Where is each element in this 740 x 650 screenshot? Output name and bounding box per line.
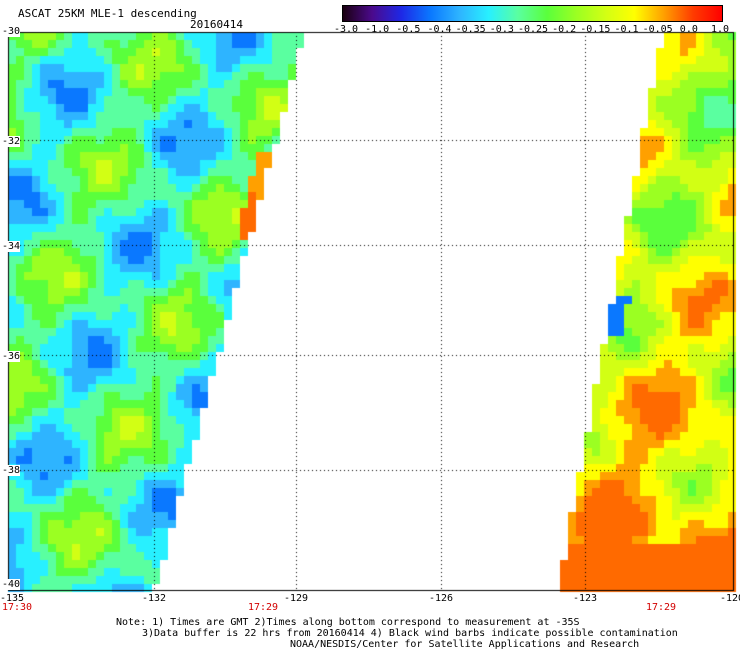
- lon-label-120: -120: [719, 593, 740, 604]
- product-title: ASCAT 25KM MLE-1 descending: [18, 7, 197, 20]
- colorbar-tick-label: -3.0: [333, 24, 359, 35]
- lat-label-32: -32: [2, 136, 21, 147]
- lat-label-40: -40: [2, 579, 21, 590]
- colorbar-tick-label: -0.4: [427, 24, 452, 35]
- note-line-3: NOAA/NESDIS/Center for Satellite Applica…: [290, 639, 640, 650]
- lon-label-135: -135: [0, 593, 25, 604]
- time-label-right: 17:29: [645, 602, 677, 613]
- colorbar-tick-label: -0.05: [642, 24, 673, 35]
- lat-label-36: -36: [2, 351, 21, 362]
- note-line-2: 3)Data buffer is 22 hrs from 20160414 4)…: [142, 628, 678, 639]
- lat-label-38: -38: [2, 465, 21, 476]
- colorbar-tick-label: -1.0: [365, 24, 390, 35]
- product-date: 20160414: [190, 18, 243, 31]
- lon-label-123: -123: [572, 593, 598, 604]
- colorbar-tick-label: -0.1: [614, 24, 639, 35]
- lon-label-132: -132: [141, 593, 167, 604]
- colorbar-tick-label: -0.15: [580, 24, 611, 35]
- colorbar-tick-label: -0.35: [455, 24, 486, 35]
- colorbar-tick-label: -0.5: [396, 24, 421, 35]
- lon-label-129: -129: [283, 593, 309, 604]
- colorbar: [342, 5, 723, 22]
- time-label-middle: 17:29: [247, 602, 279, 613]
- colorbar-tick-label: -0.3: [489, 24, 514, 35]
- note-line-1: Note: 1) Times are GMT 2)Times along bot…: [116, 617, 580, 628]
- colorbar-tick-label: -0.2: [552, 24, 577, 35]
- time-label-left: 17:30: [1, 602, 33, 613]
- colorbar-tick-label: 1.0: [710, 24, 730, 35]
- colorbar-tick-label: -0.25: [517, 24, 549, 35]
- colorbar-tick-label: 0.0: [679, 24, 698, 35]
- lat-label-34: -34: [2, 241, 21, 252]
- lon-label-126: -126: [428, 593, 454, 604]
- lat-label-30: -30: [2, 26, 21, 37]
